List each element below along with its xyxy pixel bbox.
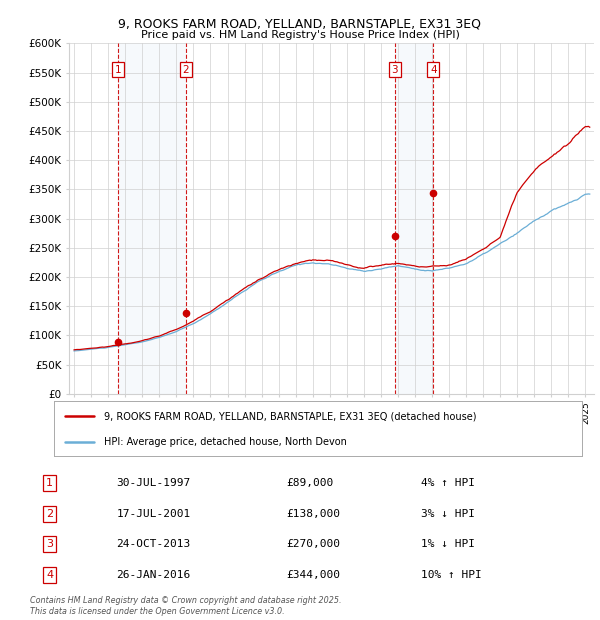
Text: £344,000: £344,000 (287, 570, 341, 580)
Text: Contains HM Land Registry data © Crown copyright and database right 2025.
This d: Contains HM Land Registry data © Crown c… (30, 596, 341, 616)
Bar (395, 43, 433, 394)
Text: 1: 1 (46, 478, 53, 488)
Text: £270,000: £270,000 (287, 539, 341, 549)
Text: 26-JAN-2016: 26-JAN-2016 (116, 570, 191, 580)
Text: HPI: Average price, detached house, North Devon: HPI: Average price, detached house, Nort… (104, 437, 347, 447)
Text: 9, ROOKS FARM ROAD, YELLAND, BARNSTAPLE, EX31 3EQ: 9, ROOKS FARM ROAD, YELLAND, BARNSTAPLE,… (119, 17, 482, 30)
Text: 3: 3 (46, 539, 53, 549)
Text: 2: 2 (46, 509, 53, 519)
Text: 1: 1 (115, 64, 121, 74)
Text: £89,000: £89,000 (287, 478, 334, 488)
Text: 30-JUL-1997: 30-JUL-1997 (116, 478, 191, 488)
Text: 24-OCT-2013: 24-OCT-2013 (116, 539, 191, 549)
Text: £138,000: £138,000 (287, 509, 341, 519)
Text: Price paid vs. HM Land Registry's House Price Index (HPI): Price paid vs. HM Land Registry's House … (140, 30, 460, 40)
Text: 2: 2 (182, 64, 189, 74)
Text: 10% ↑ HPI: 10% ↑ HPI (421, 570, 481, 580)
Bar (118, 43, 185, 394)
Text: 4% ↑ HPI: 4% ↑ HPI (421, 478, 475, 488)
Text: 3% ↓ HPI: 3% ↓ HPI (421, 509, 475, 519)
Text: 9, ROOKS FARM ROAD, YELLAND, BARNSTAPLE, EX31 3EQ (detached house): 9, ROOKS FARM ROAD, YELLAND, BARNSTAPLE,… (104, 412, 476, 422)
Text: 17-JUL-2001: 17-JUL-2001 (116, 509, 191, 519)
Text: 1% ↓ HPI: 1% ↓ HPI (421, 539, 475, 549)
Text: 4: 4 (46, 570, 53, 580)
Text: 4: 4 (430, 64, 437, 74)
Text: 3: 3 (392, 64, 398, 74)
